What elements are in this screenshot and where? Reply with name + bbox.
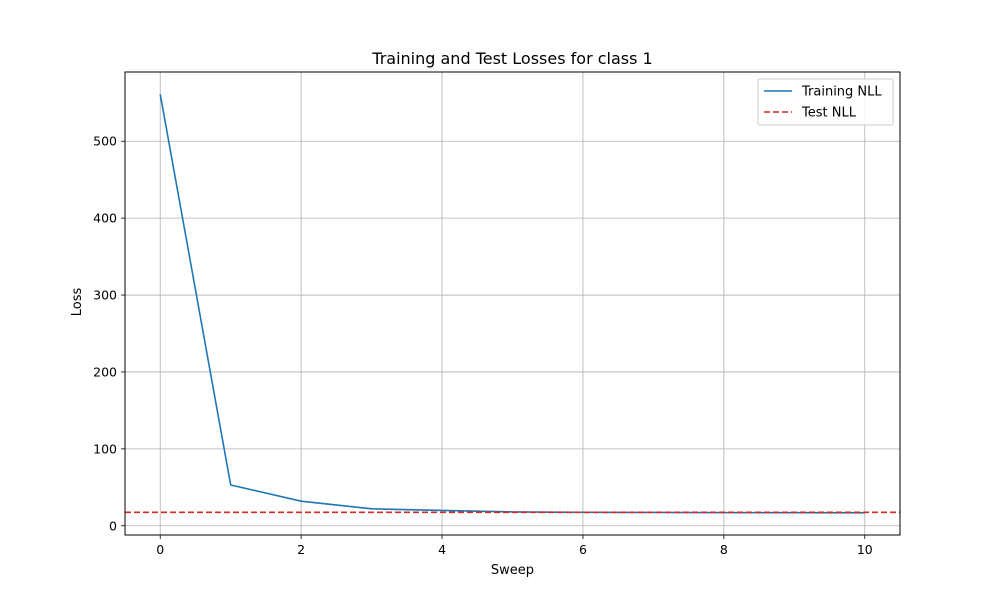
x-tick-label: 6 (579, 542, 587, 557)
y-tick-label: 500 (93, 134, 117, 149)
x-tick-label: 2 (297, 542, 305, 557)
x-tick-label: 4 (438, 542, 446, 557)
x-tick-label: 10 (857, 542, 873, 557)
legend-label: Training NLL (801, 85, 882, 100)
y-tick-label: 300 (93, 288, 117, 303)
legend-label: Test NLL (801, 106, 857, 121)
chart-title: Training and Test Losses for class 1 (371, 49, 652, 68)
grid (125, 72, 900, 535)
x-axis-label: Sweep (491, 563, 534, 578)
y-tick-label: 100 (93, 441, 117, 456)
x-tick-label: 0 (156, 542, 164, 557)
y-tick-label: 0 (109, 518, 117, 533)
series-layer (125, 94, 900, 514)
y-axis-label: Loss (70, 288, 85, 317)
x-tick-label: 8 (720, 542, 728, 557)
y-tick-label: 200 (93, 364, 117, 379)
plot-frame (124, 71, 901, 536)
y-tick-label: 400 (93, 211, 117, 226)
legend: Training NLL Test NLL (757, 78, 894, 126)
